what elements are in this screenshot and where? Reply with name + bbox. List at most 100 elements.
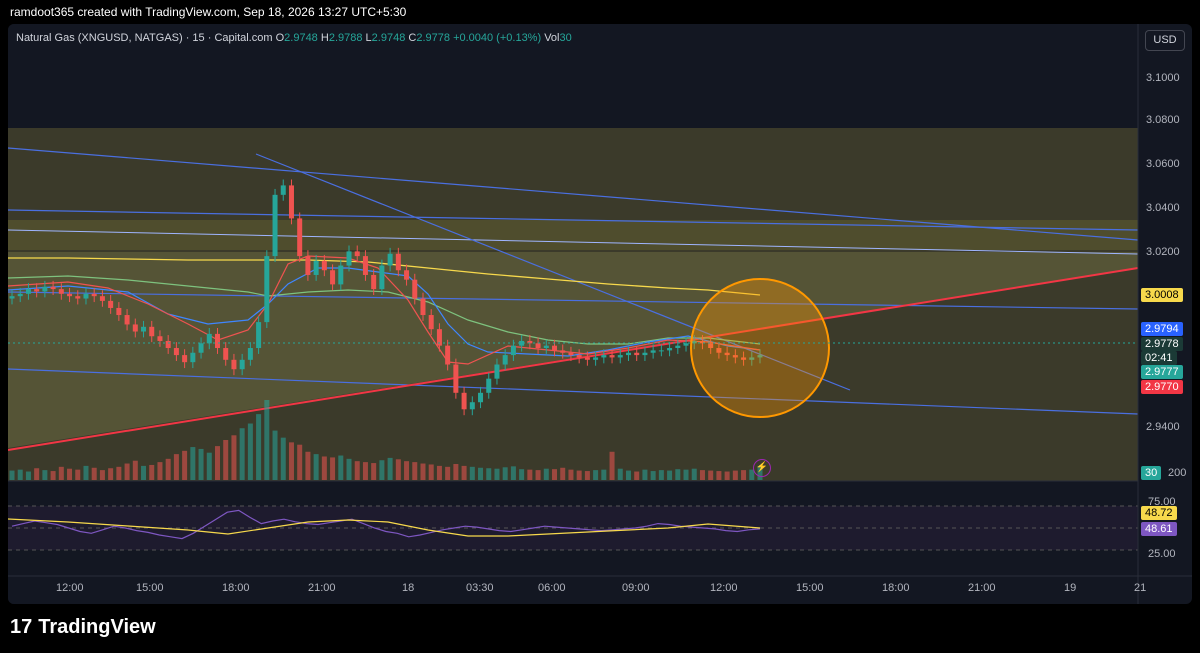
candle[interactable] [256, 322, 262, 349]
candle[interactable] [247, 348, 253, 360]
candle[interactable] [132, 324, 138, 332]
candle[interactable] [108, 300, 114, 308]
candle[interactable] [206, 333, 212, 344]
chart-pane[interactable]: Natural Gas (XNGUSD, NATGAS) · 15 · Capi… [8, 24, 1192, 604]
symbol-name[interactable]: Natural Gas (XNGUSD, NATGAS) · 15 · Capi… [16, 32, 273, 44]
candle[interactable] [25, 289, 31, 294]
candle[interactable] [231, 359, 237, 370]
candle[interactable] [321, 260, 327, 271]
candle[interactable] [642, 352, 648, 356]
candle[interactable] [667, 348, 673, 351]
candle[interactable] [552, 345, 558, 351]
ascending-support-line[interactable] [8, 267, 1139, 451]
price-chart-svg[interactable] [8, 24, 1192, 604]
candle[interactable] [165, 340, 171, 349]
candle[interactable] [593, 357, 599, 360]
candle[interactable] [141, 326, 147, 332]
candle[interactable] [387, 253, 393, 266]
candle[interactable] [716, 348, 722, 353]
candle[interactable] [50, 286, 56, 290]
symbol-legend[interactable]: Natural Gas (XNGUSD, NATGAS) · 15 · Capi… [16, 32, 572, 44]
candle[interactable] [724, 352, 730, 356]
candle[interactable] [223, 348, 229, 360]
candle[interactable] [297, 218, 303, 257]
candle[interactable] [469, 402, 475, 410]
candle[interactable] [658, 350, 664, 352]
candle[interactable] [330, 270, 336, 285]
candle[interactable] [264, 256, 270, 323]
candle[interactable] [741, 357, 747, 360]
candle[interactable] [346, 251, 352, 266]
candle[interactable] [157, 336, 163, 341]
channel-line-mid[interactable] [8, 291, 1139, 310]
candle[interactable] [9, 296, 15, 299]
candle[interactable] [584, 357, 590, 360]
candle[interactable] [453, 364, 459, 393]
candle[interactable] [362, 256, 368, 275]
candle[interactable] [239, 359, 245, 370]
candle[interactable] [420, 298, 426, 316]
candle[interactable] [576, 355, 582, 358]
candle[interactable] [182, 355, 188, 363]
candle[interactable] [338, 265, 344, 285]
candle[interactable] [198, 343, 204, 353]
candle[interactable] [708, 343, 714, 349]
candle[interactable] [510, 345, 516, 356]
candle[interactable] [560, 350, 566, 353]
candle[interactable] [543, 345, 549, 349]
candle[interactable] [634, 352, 640, 356]
lightning-icon[interactable]: ⚡ [753, 459, 771, 477]
candle[interactable] [601, 355, 607, 358]
candle[interactable] [428, 315, 434, 330]
candle[interactable] [675, 345, 681, 349]
highlight-circle[interactable] [690, 278, 830, 418]
candle[interactable] [502, 355, 508, 365]
candle[interactable] [99, 296, 105, 301]
candle[interactable] [461, 392, 467, 410]
candle[interactable] [486, 378, 492, 393]
candle[interactable] [83, 293, 89, 299]
candle[interactable] [173, 348, 179, 356]
candle[interactable] [445, 345, 451, 365]
currency-button[interactable]: USD [1145, 30, 1185, 51]
candle[interactable] [395, 253, 401, 271]
candle[interactable] [116, 307, 122, 316]
candle[interactable] [412, 279, 418, 299]
candle[interactable] [609, 355, 615, 358]
candle[interactable] [354, 251, 360, 257]
candle[interactable] [17, 293, 23, 297]
candle[interactable] [683, 343, 689, 346]
channel-line-upper[interactable] [8, 147, 1139, 241]
candle[interactable] [699, 340, 705, 344]
candle[interactable] [535, 343, 541, 349]
channel-line-2[interactable] [8, 209, 1139, 231]
candle[interactable] [288, 185, 294, 219]
candle[interactable] [527, 340, 533, 344]
candle[interactable] [124, 315, 130, 325]
candle[interactable] [494, 364, 500, 379]
candle[interactable] [757, 355, 763, 358]
descending-trendline[interactable] [255, 153, 851, 391]
candle[interactable] [732, 355, 738, 358]
candle[interactable] [625, 352, 631, 356]
candle[interactable] [272, 194, 278, 257]
candle[interactable] [91, 293, 97, 297]
candle[interactable] [42, 286, 48, 292]
channel-line-lower[interactable] [8, 368, 1139, 415]
candle[interactable] [749, 357, 755, 360]
candle[interactable] [67, 293, 73, 297]
candle[interactable] [75, 296, 81, 299]
candle[interactable] [280, 185, 286, 195]
candle[interactable] [305, 256, 311, 275]
candle[interactable] [519, 340, 525, 346]
candle[interactable] [568, 352, 574, 356]
candle[interactable] [404, 270, 410, 280]
candle[interactable] [190, 352, 196, 363]
candle[interactable] [691, 340, 697, 344]
candle[interactable] [379, 265, 385, 290]
tradingview-logo[interactable]: 17 TradingView [10, 616, 156, 639]
candles[interactable] [9, 179, 763, 416]
channel-line-3[interactable] [8, 229, 1139, 255]
candle[interactable] [58, 289, 64, 294]
candle[interactable] [371, 274, 377, 290]
